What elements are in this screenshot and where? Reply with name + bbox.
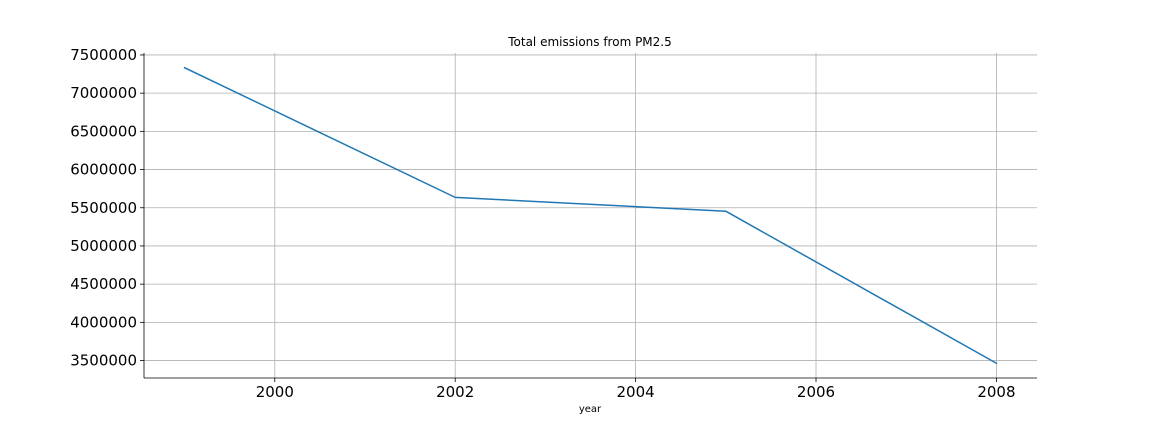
y-tick-label: 6000000 bbox=[70, 161, 137, 179]
chart-title: Total emissions from PM2.5 bbox=[507, 35, 672, 49]
y-tick-label: 7000000 bbox=[70, 84, 137, 102]
plot-area bbox=[183, 66, 998, 365]
tick-labels: 2000 2002 2004 2006 2008 3500000 4000000 450000… bbox=[70, 46, 1015, 401]
x-tick-label: 2008 bbox=[977, 383, 1015, 401]
y-tick-label: 4000000 bbox=[70, 313, 137, 331]
axes bbox=[140, 53, 1037, 382]
grid-lines bbox=[144, 53, 1037, 378]
y-tick-label: 6500000 bbox=[70, 122, 137, 140]
x-tick-label: 2006 bbox=[797, 383, 835, 401]
y-tick-label: 7500000 bbox=[70, 46, 137, 64]
y-tick-label: 5500000 bbox=[70, 199, 137, 217]
x-tick-label: 2004 bbox=[617, 383, 655, 401]
x-tick-label: 2002 bbox=[436, 383, 474, 401]
series-line bbox=[183, 66, 998, 365]
y-tick-label: 5000000 bbox=[70, 237, 137, 255]
y-tick-label: 4500000 bbox=[70, 275, 137, 293]
y-tick-label: 3500000 bbox=[70, 352, 137, 370]
x-axis-label: year bbox=[579, 404, 602, 415]
x-tick-label: 2000 bbox=[256, 383, 294, 401]
